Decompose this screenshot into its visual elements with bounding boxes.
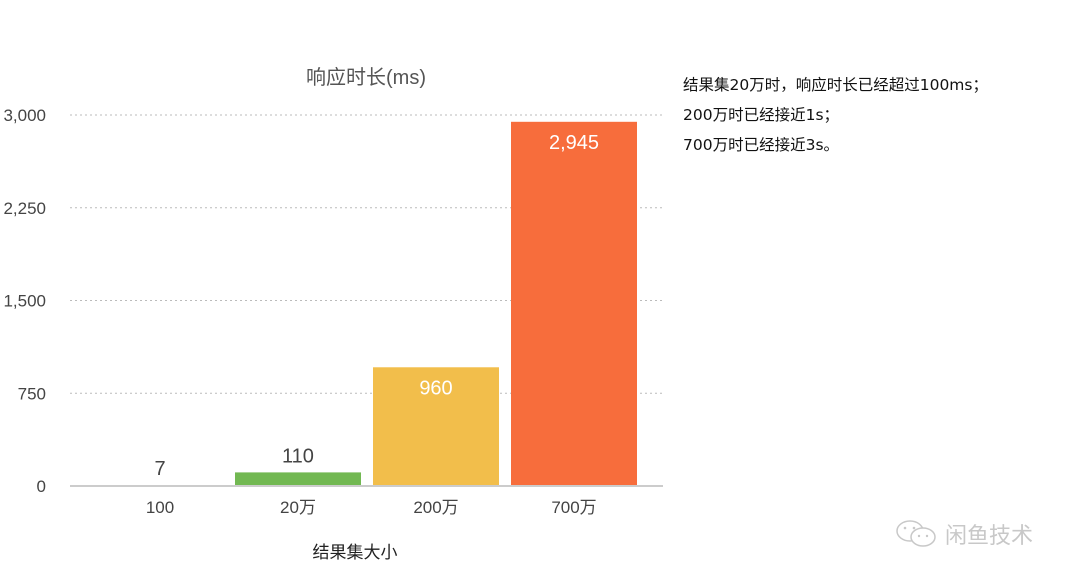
y-tick-label: 3,000 xyxy=(3,106,46,125)
notes: 结果集20万时，响应时长已经超过100ms； 200万时已经接近1s； 700万… xyxy=(683,70,988,160)
y-tick-label: 0 xyxy=(37,477,46,496)
x-tick-label: 200万 xyxy=(413,498,458,517)
data-label: 7 xyxy=(154,458,165,480)
note-line: 700万时已经接近3s。 xyxy=(683,136,840,154)
data-label: 2,945 xyxy=(549,132,599,154)
watermark: 闲鱼技术 xyxy=(895,518,1033,550)
note-line: 结果集20万时，响应时长已经超过100ms； xyxy=(683,76,988,94)
note-line: 200万时已经接近1s； xyxy=(683,106,840,124)
x-tick-label: 700万 xyxy=(551,498,596,517)
x-axis-label: 结果集大小 xyxy=(313,543,398,562)
wechat-icon xyxy=(896,520,936,547)
y-tick-label: 1,500 xyxy=(3,292,46,311)
data-label: 110 xyxy=(282,445,314,467)
y-tick-label: 2,250 xyxy=(3,199,46,218)
bar xyxy=(235,472,361,486)
data-label: 960 xyxy=(419,377,452,399)
bar-chart: 响应时长(ms) 0 750 1,500 2,250 3,000 7 100 110 20万 960… xyxy=(3,66,663,562)
y-tick-label: 750 xyxy=(18,384,46,403)
x-tick-label: 20万 xyxy=(280,498,316,517)
x-tick-label: 100 xyxy=(146,498,174,517)
watermark-text: 闲鱼技术 xyxy=(945,524,1034,549)
bar xyxy=(511,121,637,486)
bar xyxy=(373,367,499,486)
chart-title: 响应时长(ms) xyxy=(306,66,426,89)
